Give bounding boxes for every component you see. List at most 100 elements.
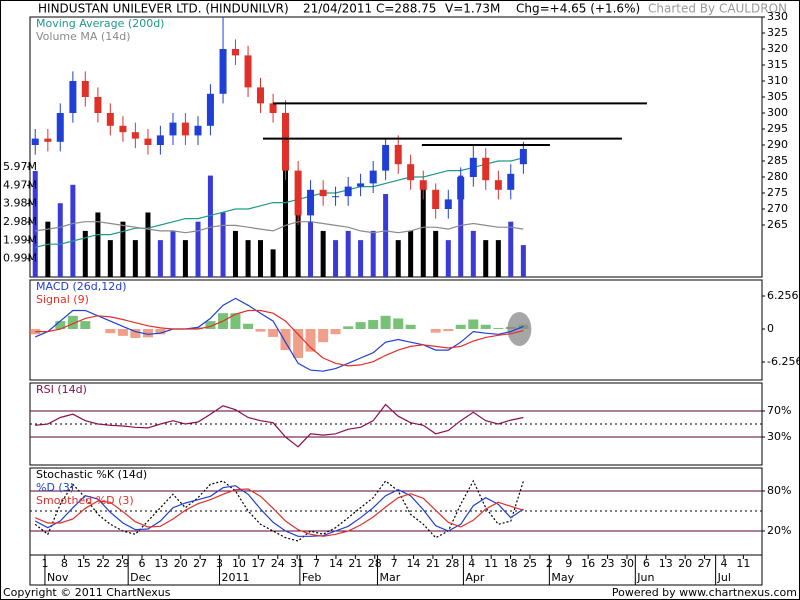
legend-entry: Volume MA (14d): [36, 30, 130, 43]
candle-body: [131, 132, 139, 139]
month-label: Mar: [379, 571, 400, 584]
y-tick-label: 325: [767, 26, 788, 39]
histogram-bar: [130, 328, 141, 338]
candle-body: [457, 177, 465, 200]
candle-body: [344, 186, 352, 197]
x-tick-label: 17: [251, 557, 265, 570]
volume-bar: [107, 240, 113, 277]
x-axis-panel: [29, 554, 763, 586]
volume-bar: [120, 221, 126, 277]
y2-tick-label: 2.98M: [3, 215, 37, 228]
series-line: [35, 309, 524, 367]
x-tick-label: 22: [96, 557, 110, 570]
volume-info: V=1.73M: [445, 2, 500, 16]
histogram-bar: [455, 324, 466, 329]
y-tick-label: 20%: [767, 524, 791, 537]
x-tick-label: 4: [720, 557, 727, 570]
histogram-bar: [468, 319, 479, 329]
candle-body: [482, 157, 490, 181]
y2-tick-label: 5.97M: [3, 160, 37, 173]
histogram-bar: [330, 328, 341, 335]
x-tick-label: 20: [678, 557, 692, 570]
macd-panel: [29, 279, 763, 381]
candle-body: [382, 145, 390, 171]
volume-bar: [157, 240, 163, 277]
volume-bar: [320, 230, 326, 277]
histogram-bar: [105, 328, 116, 334]
candle-body: [244, 55, 252, 88]
legend-entry: %D (3): [36, 481, 74, 494]
powered-by: Powered by www.chartnexus.com: [612, 586, 797, 599]
candle-body: [369, 170, 377, 184]
x-tick-label: 9: [565, 557, 572, 570]
legend-entry: RSI (14d): [36, 383, 87, 396]
y2-tick-label: 0.99M: [3, 252, 37, 265]
histogram-bar: [55, 321, 66, 329]
candle-body: [519, 149, 527, 165]
legend-entry: Moving Average (200d): [36, 17, 164, 30]
x-tick-label: 31: [290, 557, 304, 570]
candle-body: [282, 113, 290, 171]
volume-bar: [358, 240, 364, 277]
volume-bar: [433, 230, 439, 277]
candle-body: [407, 164, 415, 181]
x-tick-label: 25: [523, 557, 537, 570]
volume-bar: [383, 194, 389, 277]
x-tick-label: 28: [445, 557, 459, 570]
volume-bar: [470, 230, 476, 277]
y-tick-label: 310: [767, 74, 788, 87]
legend-entry: Smoothed %D (3): [36, 494, 134, 507]
volume-bar: [295, 203, 301, 277]
volume-bar: [395, 240, 401, 277]
volume-bar: [145, 212, 151, 277]
candle-body: [307, 189, 315, 216]
x-tick-label: 15: [77, 557, 91, 570]
y-tick-label: 300: [767, 106, 788, 119]
volume-bar: [333, 240, 339, 277]
y-tick-label: 80%: [767, 484, 791, 497]
y2-tick-label: 4.97M: [3, 178, 37, 191]
x-tick-label: 6: [643, 557, 650, 570]
volume-bar: [182, 240, 188, 277]
candle-body: [469, 157, 477, 177]
histogram-bar: [117, 328, 128, 336]
candle-body: [231, 49, 239, 56]
x-tick-label: 4: [468, 557, 475, 570]
volume-bar: [220, 212, 226, 277]
candle-body: [56, 113, 64, 142]
histogram-bar: [393, 318, 404, 329]
y2-tick-label: 3.98M: [3, 197, 37, 210]
x-tick-label: 21: [348, 557, 362, 570]
candle-body: [507, 173, 515, 190]
highlight: [507, 311, 532, 346]
month-label: Nov: [47, 571, 69, 584]
x-tick-label: 7: [391, 557, 398, 570]
candle-body: [256, 87, 264, 104]
y-tick-label: 6.256: [767, 289, 799, 302]
close-price: C=288.75: [376, 2, 436, 16]
volume-bar: [170, 230, 176, 277]
histogram-bar: [343, 326, 354, 329]
x-tick-label: 29: [116, 557, 130, 570]
month-label: 2011: [222, 571, 250, 584]
candle-body: [106, 113, 114, 126]
candle-body: [44, 138, 52, 142]
volume-bar: [308, 221, 314, 277]
x-tick-label: 27: [698, 557, 712, 570]
candle-body: [81, 81, 89, 97]
candle-body: [169, 122, 177, 136]
y-tick-label: 270: [767, 202, 788, 215]
volume-bar: [408, 230, 414, 277]
x-tick-label: 20: [174, 557, 188, 570]
candle-body: [69, 81, 77, 113]
volume-bar: [45, 221, 51, 277]
candle-body: [444, 199, 452, 209]
histogram-bar: [193, 327, 204, 329]
histogram-bar: [230, 313, 241, 329]
histogram-bar: [368, 320, 379, 329]
series-line: [34, 485, 524, 537]
histogram-bar: [268, 328, 279, 337]
volume-bar: [520, 245, 526, 277]
x-tick-label: 14: [407, 557, 421, 570]
